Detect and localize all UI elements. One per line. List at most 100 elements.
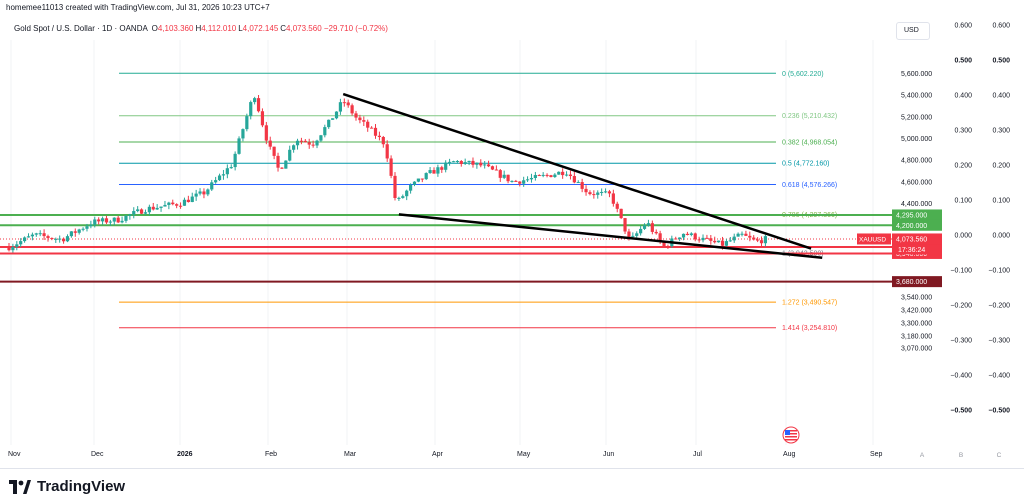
indicator-axis-label: 0.300 (954, 128, 972, 135)
candle-down (299, 140, 304, 142)
price-axis-label: 5,000.000 (901, 136, 932, 143)
indicator-axis-label: 0.000 (992, 233, 1010, 240)
candle-up (397, 197, 401, 199)
candle-down (568, 174, 573, 177)
candle-down (744, 233, 748, 236)
indicator-axis-label: −0.200 (988, 303, 1010, 310)
candle-down (685, 233, 690, 235)
candle-down (373, 127, 378, 136)
candle-up (732, 236, 736, 241)
current-price-label: 4,073.560 (896, 236, 927, 243)
candle-up (401, 196, 405, 198)
candle-down (7, 246, 11, 251)
candle-up (603, 191, 608, 193)
candle-up (253, 98, 257, 103)
candle-up (763, 236, 768, 244)
indicator-axis-label: −0.500 (988, 408, 1010, 415)
candle-down (366, 121, 370, 128)
x-tick-label: Nov (8, 451, 21, 458)
countdown-tag (892, 244, 942, 255)
candle-up (225, 168, 229, 175)
candle-down (420, 178, 424, 180)
candle-down (592, 194, 596, 196)
candle-down (506, 174, 510, 182)
candle-up (194, 193, 198, 197)
candle-down (572, 176, 576, 183)
candle-up (564, 174, 569, 176)
indicator-axis-label: −0.400 (950, 373, 972, 380)
candle-down (350, 105, 354, 114)
indicator-axis-label: −0.500 (950, 408, 972, 415)
candle-up (159, 206, 163, 208)
candle-down (627, 231, 631, 237)
indicator-axis-label: 0.100 (992, 198, 1010, 205)
candle-up (198, 191, 202, 194)
candle-up (681, 233, 686, 238)
candle-up (22, 237, 27, 242)
countdown-label: 17:36:24 (898, 247, 925, 254)
candle-up (740, 233, 744, 235)
candle-up (717, 240, 721, 243)
x-tick-label: Mar (344, 451, 357, 458)
candle-down (479, 162, 483, 166)
flag-stripe (785, 433, 797, 435)
candle-up (463, 162, 467, 164)
candle-up (557, 171, 561, 175)
candle-up (736, 233, 740, 237)
candle-down (759, 240, 764, 244)
candle-up (112, 217, 116, 222)
candle-down (370, 127, 374, 129)
candle-up (54, 238, 58, 240)
x-tick-label: Jul (693, 451, 702, 458)
x-tick-label: 2026 (177, 451, 193, 458)
x-tick-label: Sep (870, 451, 883, 458)
candle-up (724, 241, 729, 246)
indicator-axis-label: 0.600 (954, 23, 972, 30)
candle-up (30, 234, 34, 237)
fib-level-label: 0.5 (4,772.160) (782, 161, 829, 168)
candle-up (163, 204, 167, 207)
price-axis-label: 3,180.000 (901, 333, 932, 340)
candle-down (377, 135, 382, 137)
brand-name: TradingView (37, 478, 126, 495)
candle-up (100, 218, 105, 222)
price-chart[interactable]: 0 (5,602.220) 0.236 (5,210.432) 0.382 (4,9… (0, 0, 1024, 468)
currency-selector[interactable]: USD (896, 22, 930, 40)
scale-button[interactable]: B (959, 452, 963, 459)
candle-down (756, 239, 760, 241)
candle-down (61, 238, 66, 242)
scale-button[interactable]: C (997, 452, 1002, 459)
scale-button[interactable]: A (920, 452, 925, 459)
candle-down (175, 204, 179, 206)
candle-up (483, 164, 487, 166)
candle-up (635, 233, 639, 236)
candle-down (490, 166, 495, 170)
flag-stripe (785, 430, 797, 432)
tradingview-logo[interactable]: TradingView (9, 478, 125, 495)
indicator-axis-label: −0.300 (950, 338, 972, 345)
candle-down (151, 206, 155, 210)
candle-down (752, 237, 756, 240)
indicator-axis-label: 0.600 (992, 23, 1010, 30)
current-price-tag (892, 233, 942, 245)
candle-up (295, 140, 300, 146)
candle-up (93, 219, 97, 225)
candle-up (728, 240, 732, 242)
candle-down (611, 193, 615, 204)
candle-down (342, 102, 346, 104)
credit-line: homemee11013 created with TradingView.co… (6, 3, 270, 12)
indicator-axis-label: 0.500 (992, 58, 1010, 65)
candle-down (549, 175, 553, 178)
candle-up (190, 196, 194, 203)
candle-up (221, 174, 226, 176)
candle-up (689, 233, 693, 235)
candle-down (697, 239, 701, 241)
candle-up (210, 182, 214, 190)
x-tick-label: Dec (91, 451, 104, 458)
candle-up (315, 140, 319, 146)
symbol-tag-label: XAUUSD (859, 236, 886, 243)
candle-up (182, 199, 187, 206)
price-level-tag (892, 276, 942, 288)
candle-up (510, 180, 514, 182)
candle-up (323, 127, 327, 136)
